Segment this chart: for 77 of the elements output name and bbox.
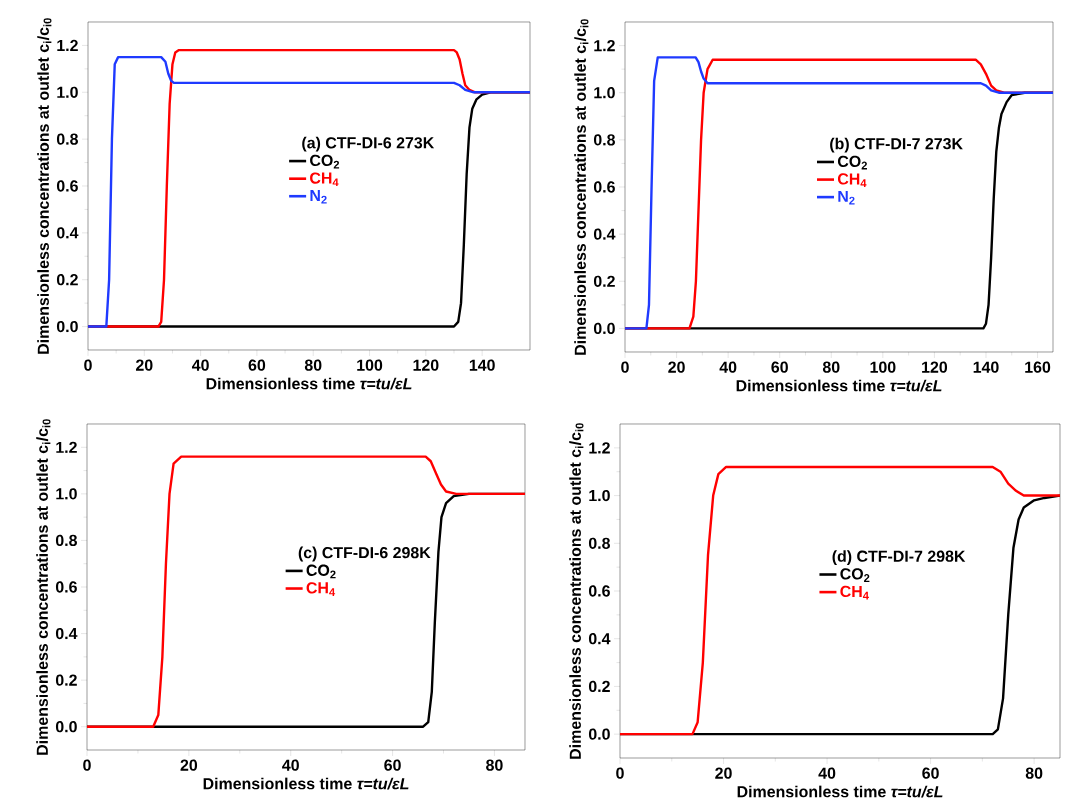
x-axis-title: Dimensionless time τ=tu/εL: [736, 379, 942, 392]
legend-title: (c) CTF-DI-6 298K: [298, 546, 431, 562]
y-tick-label: 1.0: [589, 489, 610, 502]
legend-label: CH$_{4}$: [306, 582, 336, 596]
y-tick-label: 0.4: [593, 228, 616, 240]
x-tick-label: 80: [1025, 767, 1043, 779]
legend-title: (b) CTF-DI-7 273K: [830, 137, 963, 153]
y-tick-label: 0.0: [56, 320, 78, 333]
y-tick-label: 0.6: [55, 581, 77, 593]
y-tick-label: 1.2: [57, 39, 78, 51]
x-tick-label: 20: [180, 759, 198, 771]
x-tick-label: 0: [83, 759, 91, 771]
y-tick-label: 0.2: [593, 275, 615, 287]
x-tick-label: 60: [248, 359, 266, 371]
y-tick-label: 0.4: [588, 633, 611, 645]
x-tick-label: 60: [384, 759, 401, 771]
x-tick-label: 100: [870, 361, 896, 373]
x-tick-label: 60: [771, 361, 788, 373]
x-tick-label: 40: [719, 361, 737, 373]
x-axis-title: Dimensionless time τ=tu/εL: [203, 777, 409, 790]
y-tick-label: 1.0: [57, 86, 78, 98]
legend-label: CO$_{2}$: [837, 155, 867, 170]
x-tick-label: 0: [84, 359, 92, 371]
x-tick-label: 20: [715, 767, 732, 779]
x-axis-title: Dimensionless time τ=tu/εL: [206, 377, 412, 390]
legend-label: N$_{2}$: [310, 189, 327, 204]
y-tick-label: 1.2: [594, 40, 615, 52]
x-tick-label: 60: [922, 767, 939, 779]
y-tick-label: 0.8: [56, 133, 78, 145]
legend-label: CO$_{2}$: [306, 564, 336, 579]
y-tick-label: 0.2: [55, 674, 77, 686]
y-tick-label: 0.8: [55, 534, 77, 547]
y-tick-label: 0.6: [588, 585, 610, 597]
x-tick-label: 100: [357, 359, 383, 371]
legend-title: (a) CTF-DI-6 273K: [302, 136, 435, 152]
y-tick-label: 0.4: [55, 627, 78, 640]
x-tick-label: 40: [282, 759, 299, 771]
x-tick-label: 80: [822, 361, 840, 373]
x-axis-title: Dimensionless time τ=tu/εL: [737, 785, 943, 798]
legend-label: CH$_{4}$: [310, 172, 339, 187]
x-tick-label: 0: [621, 361, 629, 373]
y-tick-label: 0.6: [593, 181, 615, 193]
legend-label: CO$_{2}$: [840, 568, 870, 582]
x-tick-label: 160: [1025, 361, 1051, 373]
x-tick-label: 120: [413, 359, 439, 371]
x-tick-label: 20: [668, 361, 685, 373]
y-axis-title: Dimensionless concentrations at outlet c$_{i}$/c$_{i0}$: [569, 423, 584, 759]
y-axis-title: Dimensionless concentrations at outlet c$_{i}$/c$_{i0}$: [574, 19, 589, 355]
y-axis-title: Dimensionless concentrations at outlet c$_{i}$/c$_{i0}$: [36, 419, 51, 755]
legend-label: N$_{2}$: [838, 190, 855, 205]
y-tick-label: 0.6: [56, 180, 78, 192]
x-tick-label: 40: [191, 359, 209, 371]
legend-title: (d) CTF-DI-7 298K: [832, 550, 966, 566]
y-tick-label: 0.2: [56, 274, 78, 286]
legend-label: CO$_{2}$: [310, 154, 340, 169]
x-tick-label: 0: [616, 767, 624, 779]
x-tick-label: 80: [304, 359, 322, 371]
y-tick-label: 1.0: [594, 87, 615, 99]
x-tick-label: 140: [973, 361, 999, 373]
y-tick-label: 0.0: [55, 721, 77, 733]
y-tick-label: 0.2: [588, 680, 610, 693]
y-tick-label: 0.0: [588, 728, 610, 740]
y-axis-title: Dimensionless concentrations at outlet c$_{i}$/c$_{i0}$: [37, 18, 52, 354]
x-tick-label: 20: [135, 359, 153, 371]
y-tick-label: 0.4: [56, 227, 79, 239]
y-tick-label: 1.2: [56, 441, 77, 453]
y-tick-label: 1.0: [56, 488, 77, 500]
y-tick-label: 0.8: [593, 134, 615, 146]
x-tick-label: 80: [486, 759, 503, 771]
x-tick-label: 120: [922, 361, 948, 373]
x-tick-label: 40: [818, 767, 836, 779]
y-tick-label: 0.0: [593, 322, 615, 335]
x-tick-label: 140: [469, 359, 495, 371]
legend-label: CH$_{4}$: [837, 173, 867, 187]
y-tick-label: 0.8: [588, 537, 610, 549]
legend-label: CH$_{4}$: [840, 585, 869, 600]
y-tick-label: 1.2: [589, 442, 610, 454]
